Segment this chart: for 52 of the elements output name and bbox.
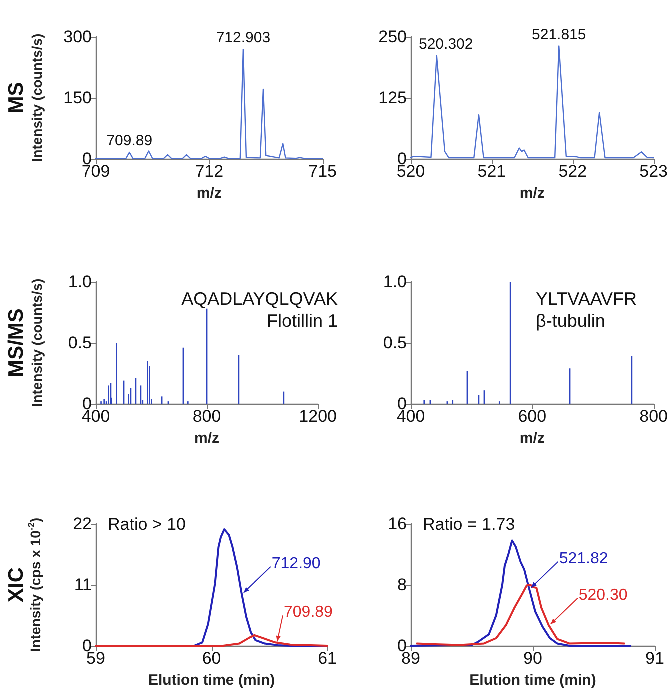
text: 521.82 xyxy=(559,550,608,568)
annotation: 712.903 xyxy=(216,30,271,47)
x-tick-label: 90 xyxy=(524,649,542,668)
x-tick-label: 521 xyxy=(478,162,506,181)
text: 520.30 xyxy=(578,586,628,604)
annotation: 521.815 xyxy=(532,26,586,44)
y-axis-title: Intensity (counts/s) xyxy=(29,34,45,162)
text: MS/MS xyxy=(5,308,28,378)
x-axis-title: Elution time (min) xyxy=(470,672,596,689)
y-tick-label: 250 xyxy=(378,28,407,46)
x-tick-label: 715 xyxy=(308,162,338,181)
text: MS xyxy=(5,82,28,114)
x-axis-title: m/z xyxy=(194,430,220,447)
annotation: AQADLAYQLQVAK xyxy=(182,289,338,309)
x-axis-title: m/z xyxy=(520,430,545,447)
text: 712.90 xyxy=(272,555,321,572)
y-axis-title: Intensity (cps x 10-2) xyxy=(26,518,44,652)
y-tick-label: 1.0 xyxy=(68,272,92,292)
annotation: Flotillin 1 xyxy=(266,311,338,331)
annotation: YLTVAAVFR xyxy=(536,289,638,309)
x-tick-label: 60 xyxy=(202,649,222,668)
x-tick-label: 523 xyxy=(640,162,668,181)
x-tick-label: 800 xyxy=(640,407,668,426)
annotation: β-tubulin xyxy=(536,311,606,331)
x-axis-title: m/z xyxy=(520,185,545,202)
x-tick-label: 1200 xyxy=(299,407,338,426)
x-tick-label: 91 xyxy=(646,649,664,668)
text: XIC xyxy=(5,567,28,603)
y-tick-label: 0.5 xyxy=(68,334,92,352)
y-tick-label: 8 xyxy=(398,576,407,594)
annotation: Ratio = 1.73 xyxy=(423,515,516,534)
series-label: 709.89 xyxy=(284,604,334,622)
annotation: 520.302 xyxy=(419,36,474,54)
x-tick-label: 61 xyxy=(318,649,338,668)
x-axis-title: m/z xyxy=(196,185,222,202)
y-axis-title: Intensity (counts/s) xyxy=(29,278,45,408)
y-tick-label: 1.0 xyxy=(383,272,407,292)
x-tick-label: 600 xyxy=(518,407,547,426)
x-tick-label: 800 xyxy=(192,407,222,426)
y-tick-label: 0.5 xyxy=(383,334,407,352)
y-tick-label: 300 xyxy=(64,28,92,46)
annotation: Ratio > 10 xyxy=(108,515,186,534)
y-tick-label: 16 xyxy=(388,514,407,534)
x-tick-label: 712 xyxy=(195,162,224,181)
x-axis-title: Elution time (min) xyxy=(148,672,276,689)
line-series xyxy=(410,540,632,647)
y-tick-label: 11 xyxy=(74,576,92,594)
y-tick-label: 22 xyxy=(73,514,92,534)
x-tick-label: 522 xyxy=(558,162,588,181)
annotation: 709.89 xyxy=(106,132,153,150)
y-tick-label: 125 xyxy=(378,88,407,108)
y-tick-label: 150 xyxy=(64,88,92,108)
